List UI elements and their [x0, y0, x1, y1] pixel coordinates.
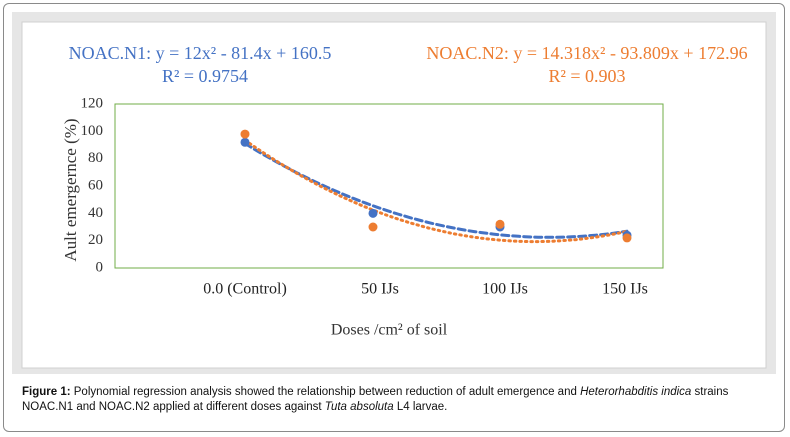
x-tick-label: 100 IJs — [482, 281, 528, 298]
trendline-equation: NOAC.N2: y = 14.318x² - 93.809x + 172.96 — [426, 43, 747, 63]
caption-text: Tuta absoluta — [324, 401, 394, 413]
data-point — [368, 208, 378, 218]
data-point — [622, 233, 632, 243]
x-tick-label: 150 IJs — [602, 281, 648, 298]
caption-text: L4 larvae. — [393, 401, 448, 413]
caption-text: strains NOAC.N1 and NOAC.N2 applied at d… — [22, 386, 729, 413]
x-axis-title: Doses /cm² of soil — [331, 322, 448, 339]
y-axis-title: Ault emergernce (%) — [61, 118, 80, 261]
y-tick-label: 100 — [81, 123, 104, 139]
trendline-equation: NOAC.N1: y = 12x² - 81.4x + 160.5 — [69, 43, 332, 63]
data-point — [240, 129, 250, 139]
caption-text: Polynomial regression analysis showed th… — [73, 386, 581, 398]
y-tick-label: 60 — [88, 177, 103, 193]
plot-area — [114, 103, 664, 269]
y-tick-label: 120 — [81, 95, 104, 111]
caption: Figure 1: Polynomial regression analysis… — [22, 385, 772, 415]
caption-text: Heterorhabditis indica — [580, 386, 692, 398]
y-tick-label: 40 — [88, 205, 103, 221]
trendline — [243, 142, 629, 239]
trendline-r2: R² = 0.9754 — [162, 66, 248, 86]
trendline-r2: R² = 0.903 — [548, 66, 625, 86]
figure-frame — [3, 3, 785, 432]
data-point — [240, 137, 250, 147]
y-tick-label: 20 — [88, 232, 103, 248]
y-tick-label: 0 — [96, 259, 104, 275]
y-tick-label: 80 — [88, 150, 103, 166]
caption-label: Figure 1: — [22, 386, 71, 398]
data-point — [495, 219, 505, 229]
x-tick-label: 50 IJs — [361, 281, 399, 298]
trendline — [243, 138, 629, 244]
x-tick-label: 0.0 (Control) — [203, 281, 287, 298]
chart-area — [21, 21, 767, 369]
data-point — [368, 222, 378, 232]
